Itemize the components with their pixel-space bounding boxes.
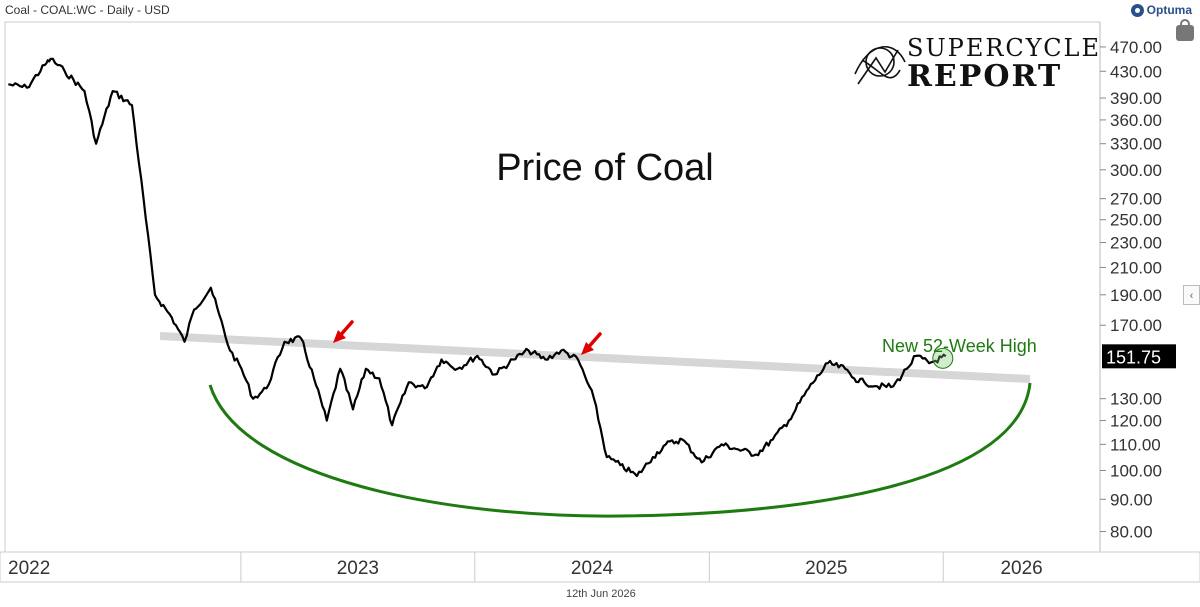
y-tick-label: 360.00	[1110, 111, 1162, 130]
red-arrow-icon	[333, 320, 354, 343]
annotations-layer: New 52-Week High 151.75	[333, 320, 1176, 369]
optuma-brand: Optuma	[1130, 3, 1192, 17]
plot-area	[4, 21, 1101, 553]
last-value-box	[1102, 344, 1176, 369]
series-layer	[8, 57, 947, 478]
x-tick-label: 2025	[805, 558, 847, 579]
price-line	[8, 57, 947, 478]
instrument-title: Coal - COAL:WC - Daily - USD	[5, 3, 170, 17]
red-arrow-icon	[581, 332, 602, 355]
y-tick-label: 170.00	[1110, 316, 1162, 335]
supercycle-report-logo: SUPERCYCLE REPORT	[854, 34, 1101, 94]
optuma-logo-icon	[1130, 3, 1144, 17]
logo-emblem-icon	[854, 46, 906, 85]
y-tick-label: 190.00	[1110, 286, 1162, 305]
x-axis: 2022 2023 2024 2025 2026	[0, 551, 1200, 583]
lock-icon[interactable]	[1176, 19, 1194, 41]
chart-footer: 12th Jun 2026	[0, 582, 1200, 607]
annotation-new-high: New 52-Week High	[882, 336, 1037, 356]
y-tick-label: 80.00	[1110, 523, 1153, 542]
y-tick-label: 230.00	[1110, 234, 1162, 253]
x-tick-label: 2023	[337, 558, 379, 579]
x-tick-label: 2022	[8, 558, 50, 579]
y-tick-label: 120.00	[1110, 412, 1162, 431]
x-tick-label: 2026	[1000, 558, 1042, 579]
high-marker	[932, 347, 954, 369]
logo-line2: REPORT	[907, 59, 1062, 94]
y-tick-label: 390.00	[1110, 89, 1162, 108]
y-tick-label: 130.00	[1110, 390, 1162, 409]
cup-base-arc	[208, 382, 1032, 518]
y-tick-label: 210.00	[1110, 258, 1162, 277]
y-tick-label: 430.00	[1110, 62, 1162, 81]
y-tick-label: 300.00	[1110, 161, 1162, 180]
optuma-brand-label: Optuma	[1146, 3, 1192, 17]
y-tick-label: 100.00	[1110, 461, 1162, 480]
y-axis: 470.00 430.00 390.00 360.00 330.00 300.00 270.…	[1099, 22, 1162, 552]
resistance-line	[159, 332, 1031, 383]
y-tick-label: 270.00	[1110, 190, 1162, 209]
chart-header: Coal - COAL:WC - Daily - USD Optuma	[0, 0, 1200, 22]
y-tick-label: 90.00	[1110, 490, 1153, 509]
y-tick-label: 330.00	[1110, 135, 1162, 154]
y-tick-label: 250.00	[1110, 211, 1162, 230]
last-value-label: 151.75	[1106, 347, 1161, 367]
chart-date: 12th Jun 2026	[566, 588, 636, 600]
x-tick-label: 2024	[571, 558, 614, 579]
chart-overlays	[159, 332, 1032, 518]
chart-title: Price of Coal	[496, 147, 714, 189]
x-axis-band	[0, 551, 1200, 583]
logo-line1: SUPERCYCLE	[907, 34, 1101, 62]
y-tick-label: 470.00	[1110, 38, 1162, 57]
y-tick-label: 110.00	[1110, 435, 1161, 454]
chevron-left-icon[interactable]: ‹	[1183, 285, 1200, 305]
